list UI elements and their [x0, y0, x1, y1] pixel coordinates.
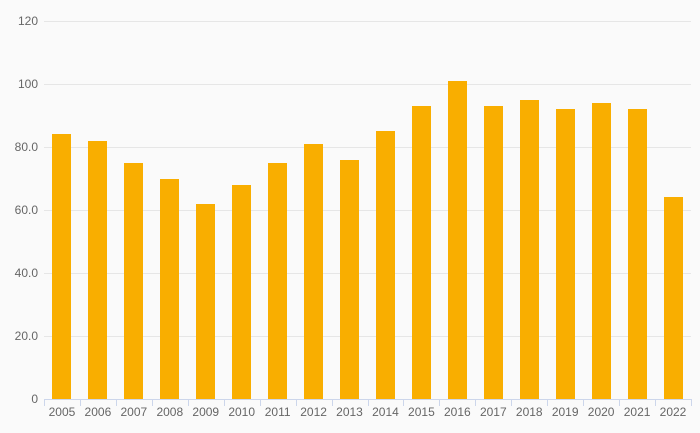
gridline [44, 210, 691, 211]
bar-2017[interactable] [483, 106, 503, 399]
x-axis-label: 2009 [192, 405, 220, 419]
x-axis-label: 2005 [48, 405, 76, 419]
x-axis-tick [44, 399, 45, 406]
x-axis-label: 2021 [623, 405, 651, 419]
bar-2008[interactable] [160, 178, 180, 399]
x-axis-tick [188, 399, 189, 406]
bar-2010[interactable] [232, 184, 252, 399]
bar-2018[interactable] [519, 99, 539, 399]
x-axis-tick [116, 399, 117, 406]
x-axis-label: 2010 [228, 405, 256, 419]
x-axis-label: 2022 [659, 405, 687, 419]
y-axis-label: 60.0 [14, 203, 38, 217]
x-axis-tick [475, 399, 476, 406]
bar-2021[interactable] [627, 109, 647, 399]
bar-2009[interactable] [196, 203, 216, 399]
bar-2011[interactable] [268, 162, 288, 399]
x-axis-line [44, 399, 691, 400]
bar-2012[interactable] [304, 143, 324, 399]
x-axis-tick [511, 399, 512, 406]
gridline [44, 336, 691, 337]
gridline [44, 21, 691, 22]
x-axis-label: 2012 [300, 405, 327, 419]
bar-2015[interactable] [411, 106, 431, 399]
bar-2020[interactable] [591, 102, 611, 399]
y-axis-label: 40.0 [14, 266, 38, 280]
y-axis-label: 80.0 [14, 140, 38, 154]
x-axis-tick [260, 399, 261, 406]
x-axis-tick [547, 399, 548, 406]
x-axis-label: 2017 [479, 405, 507, 419]
x-axis-tick [619, 399, 620, 406]
gridline [44, 273, 691, 274]
x-axis-tick [403, 399, 404, 406]
x-axis-tick [439, 399, 440, 406]
x-axis-tick [224, 399, 225, 406]
x-axis-label: 2015 [408, 405, 435, 419]
x-axis-tick [332, 399, 333, 406]
plot-area [44, 21, 692, 406]
bar-2007[interactable] [124, 162, 144, 399]
y-axis-label: 100 [17, 77, 38, 91]
x-axis-label: 2018 [515, 405, 543, 419]
x-axis-label: 2019 [551, 405, 579, 419]
bar-2005[interactable] [52, 134, 72, 399]
x-axis-tick [80, 399, 81, 406]
x-axis-tick [152, 399, 153, 406]
x-axis-label: 2020 [587, 405, 615, 419]
bar-2016[interactable] [447, 80, 467, 399]
y-axis-label: 20.0 [14, 329, 38, 343]
bar-2014[interactable] [375, 131, 395, 399]
x-axis-tick [691, 399, 692, 406]
x-axis-tick [655, 399, 656, 406]
x-axis-label: 2014 [372, 405, 399, 419]
y-axis-label: 0 [31, 392, 38, 406]
x-axis-tick [583, 399, 584, 406]
x-axis-label: 2016 [444, 405, 471, 419]
gridline [44, 147, 691, 148]
x-axis-label: 2008 [156, 405, 184, 419]
x-axis-tick [296, 399, 297, 406]
bar-2013[interactable] [340, 159, 360, 399]
x-axis-label: 2013 [336, 405, 363, 419]
bar-2019[interactable] [555, 109, 575, 399]
gridline [44, 84, 691, 85]
x-axis-label: 2007 [120, 405, 148, 419]
y-axis-label: 120 [17, 14, 38, 28]
x-axis-label: 2006 [84, 405, 112, 419]
bar-2022[interactable] [663, 197, 683, 399]
x-axis-tick [368, 399, 369, 406]
x-axis-label: 2011 [264, 405, 291, 419]
bar-2006[interactable] [88, 140, 108, 399]
